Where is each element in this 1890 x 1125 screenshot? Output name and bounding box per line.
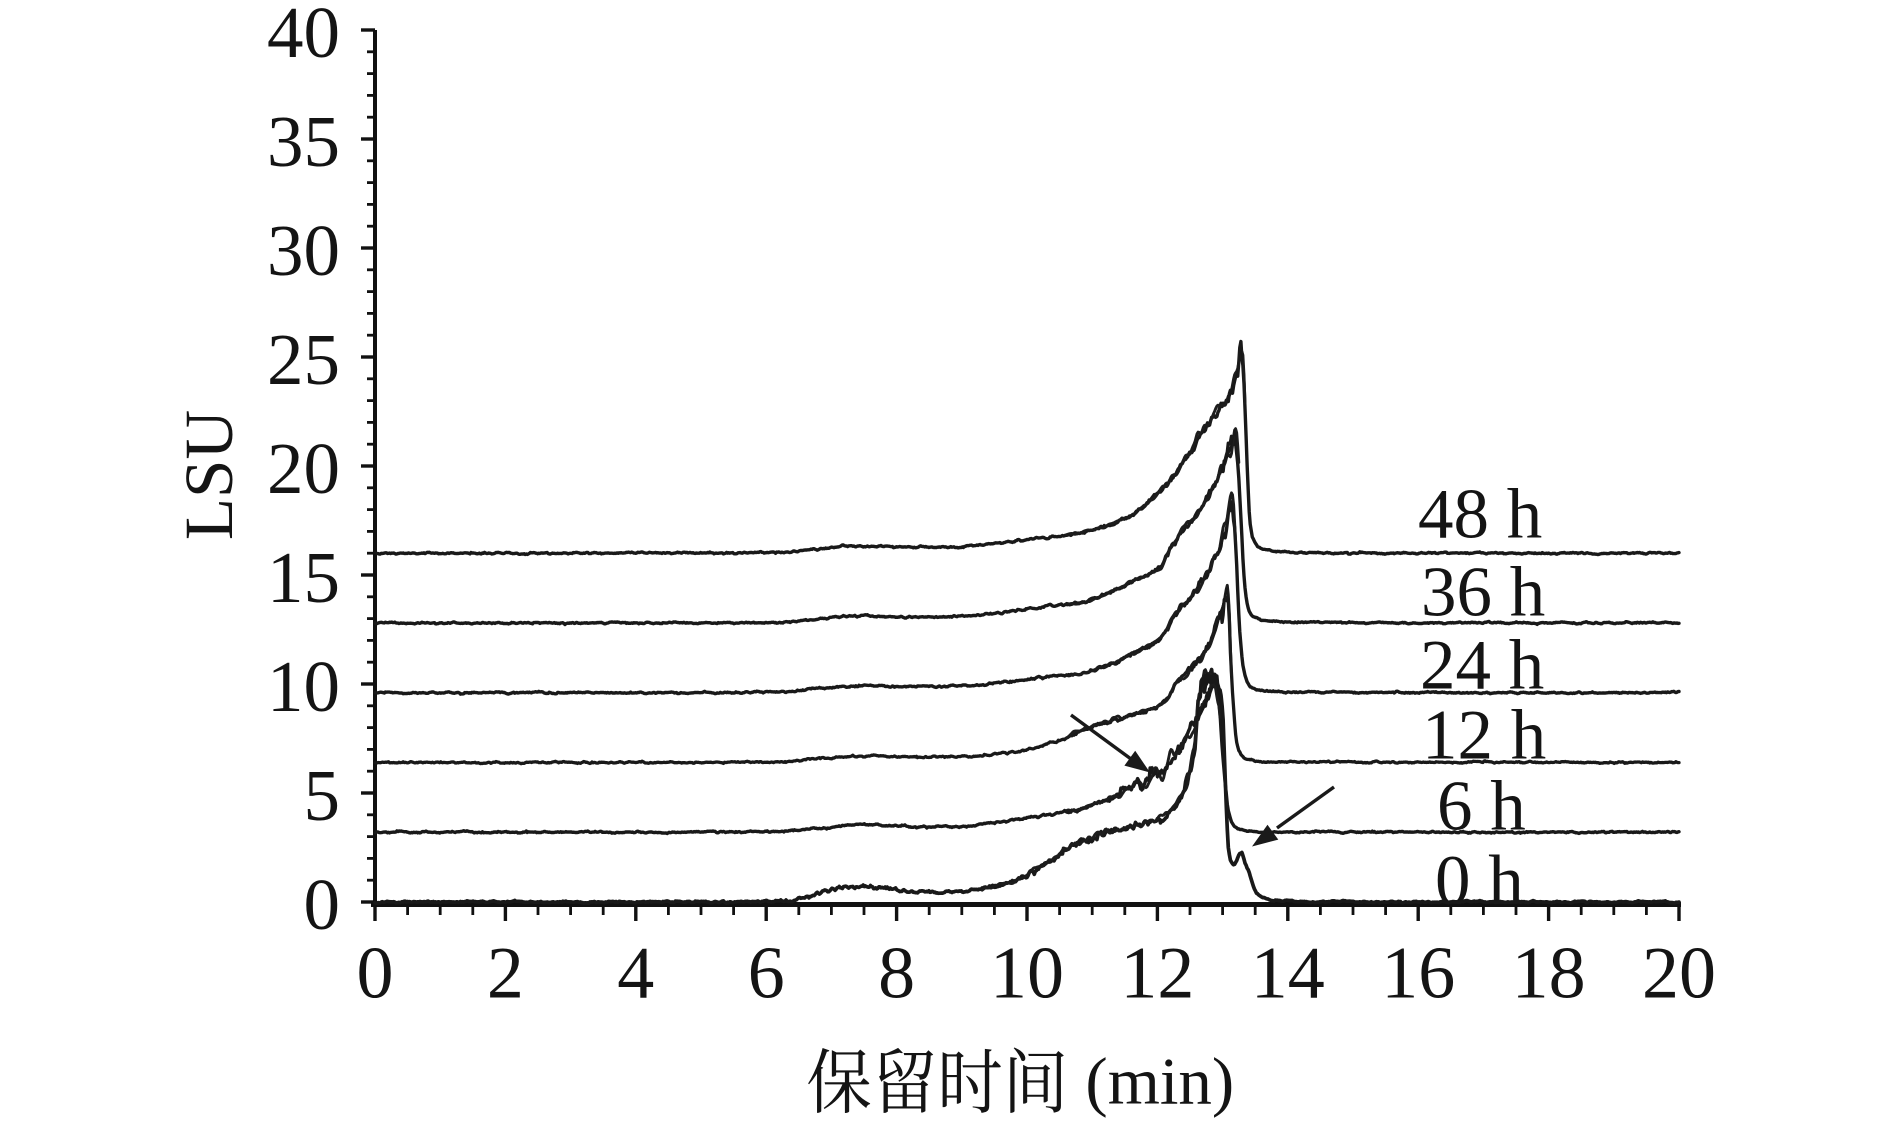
svg-text:14: 14 [1251,933,1325,1015]
svg-text:20: 20 [267,428,340,509]
svg-text:48 h: 48 h [1418,476,1542,554]
svg-text:25: 25 [267,319,340,400]
svg-text:0: 0 [357,933,394,1015]
svg-text:6: 6 [748,933,785,1015]
svg-text:35: 35 [267,101,340,182]
svg-text:LSU: LSU [171,410,247,540]
svg-text:30: 30 [267,210,340,291]
svg-text:10: 10 [267,646,340,727]
svg-text:2: 2 [487,933,524,1015]
svg-text:16: 16 [1381,933,1455,1015]
svg-text:4: 4 [617,933,654,1015]
svg-text:0 h: 0 h [1435,842,1524,920]
svg-text:8: 8 [878,933,915,1015]
svg-text:(min): (min) [1085,1045,1234,1119]
svg-text:0: 0 [304,864,341,945]
svg-text:12: 12 [1120,933,1194,1015]
svg-text:5: 5 [304,755,341,836]
svg-text:36 h: 36 h [1421,554,1545,632]
svg-text:10: 10 [990,933,1064,1015]
svg-text:18: 18 [1512,933,1586,1015]
svg-text:15: 15 [267,537,340,618]
svg-text:40: 40 [267,0,340,73]
svg-text:20: 20 [1642,933,1716,1015]
